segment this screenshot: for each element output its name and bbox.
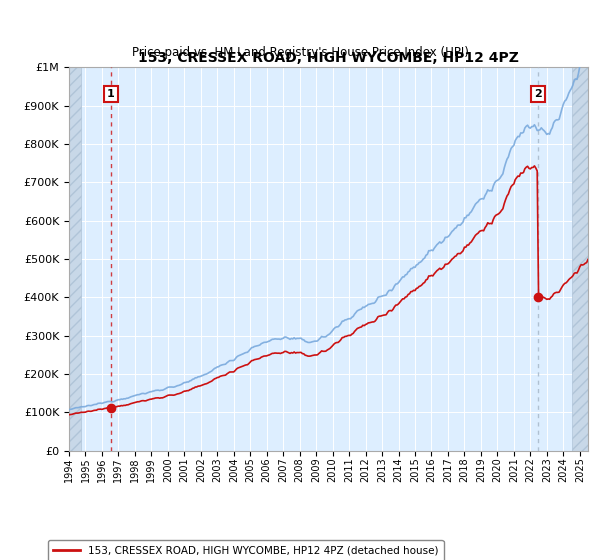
Text: Price paid vs. HM Land Registry's House Price Index (HPI): Price paid vs. HM Land Registry's House … [131,46,469,59]
Legend: 153, CRESSEX ROAD, HIGH WYCOMBE, HP12 4PZ (detached house), HPI: Average price, : 153, CRESSEX ROAD, HIGH WYCOMBE, HP12 4P… [48,540,443,560]
Bar [69,67,82,451]
Title: 153, CRESSEX ROAD, HIGH WYCOMBE, HP12 4PZ: 153, CRESSEX ROAD, HIGH WYCOMBE, HP12 4P… [138,50,519,64]
Text: 1: 1 [107,89,115,99]
Bar [572,67,596,451]
Text: 2: 2 [534,89,542,99]
